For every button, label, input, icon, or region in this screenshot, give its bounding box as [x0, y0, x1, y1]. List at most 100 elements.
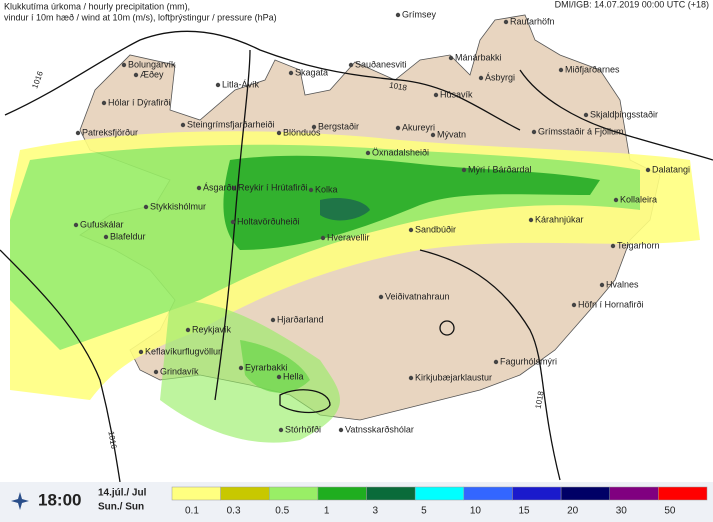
- isobar-label: 1018: [534, 390, 546, 410]
- place-dot: [230, 219, 236, 225]
- legend-label: 3: [373, 506, 379, 517]
- place-label: Húsavík: [440, 89, 473, 99]
- place-label: Vatnsskarðshólar: [345, 424, 414, 434]
- place-dot: [270, 317, 276, 323]
- legend-swatch: [560, 486, 610, 501]
- place-label: Hveravellir: [327, 232, 370, 242]
- place-label: Fagurhólsmýri: [500, 356, 557, 366]
- place-label: Steingrímsfjarðarheiði: [187, 119, 275, 129]
- place-dot: [478, 75, 484, 81]
- legend-label: 50: [664, 506, 676, 517]
- place-dot: [395, 12, 401, 18]
- place-dot: [133, 72, 139, 78]
- place-label: Miðfjarðarnes: [565, 64, 620, 74]
- place-dot: [153, 369, 159, 375]
- place-dot: [143, 204, 149, 210]
- legend-swatch: [171, 486, 221, 501]
- legend-swatch: [414, 486, 465, 501]
- place-dot: [308, 187, 314, 193]
- place-dot: [73, 222, 79, 228]
- place-dot: [395, 125, 401, 131]
- legend-swatch: [512, 486, 562, 501]
- place-label: Reykjavík: [192, 324, 232, 334]
- place-dot: [196, 185, 202, 191]
- place-dot: [365, 150, 371, 156]
- place-dot: [599, 282, 605, 288]
- place-dot: [583, 112, 589, 118]
- legend-label: 5: [421, 506, 427, 517]
- place-label: Grindavík: [160, 366, 199, 376]
- place-label: Dalatangi: [652, 164, 690, 174]
- place-label: Veiðivatnahraun: [385, 291, 450, 301]
- time: 18:00: [38, 490, 81, 509]
- credit: DMI/IGB: 14.07.2019 00:00 UTC (+18): [555, 0, 709, 9]
- place-label: Skagatá: [295, 67, 328, 77]
- legend-swatch: [463, 486, 513, 501]
- place-label: Eyrarbakki: [245, 362, 288, 372]
- place-dot: [75, 130, 81, 136]
- place-label: Holtavörðuheiði: [237, 216, 300, 226]
- place-label: Höfn í Hornafirði: [578, 299, 644, 309]
- place-dot: [348, 62, 354, 68]
- place-label: Keflavíkurflugvöllur: [145, 346, 221, 356]
- place-dot: [448, 55, 454, 61]
- legend-label: 0.3: [227, 506, 241, 517]
- legend-label: 0.5: [275, 506, 289, 517]
- place-dot: [101, 100, 107, 106]
- place-label: Blafeldur: [110, 231, 146, 241]
- legend-swatch: [658, 486, 708, 501]
- place-dot: [320, 235, 326, 241]
- legend-label: 15: [518, 506, 530, 517]
- place-label: Raufarhöfn: [510, 16, 555, 26]
- place-dot: [238, 365, 244, 371]
- legend-swatch: [220, 486, 270, 501]
- place-label: Mánárbakki: [455, 52, 502, 62]
- legend-label: 1: [324, 506, 330, 517]
- place-label: Ásgarður: [203, 182, 240, 192]
- place-label: Grímsstaðir á Fjöllum: [538, 126, 624, 136]
- place-dot: [408, 375, 414, 381]
- place-label: Mývatn: [437, 129, 466, 139]
- legend-label: 20: [567, 506, 579, 517]
- place-label: Sandbúðir: [415, 224, 456, 234]
- place-label: Litla-Ávík: [222, 79, 260, 89]
- precipitation: [10, 131, 700, 443]
- place-dot: [461, 167, 467, 173]
- place-dot: [531, 129, 537, 135]
- place-label: Ásbyrgi: [485, 72, 515, 82]
- legend-swatch: [269, 486, 319, 501]
- place-label: Mýri í Bárðardal: [468, 164, 532, 174]
- isobar-label: 1018: [389, 81, 409, 93]
- icon: [11, 492, 29, 510]
- place-label: Teigarhorn: [617, 240, 660, 250]
- legend-swatch: [609, 486, 659, 501]
- place-dot: [231, 185, 237, 191]
- place-dot: [378, 294, 384, 300]
- place-label: Hvalnes: [606, 279, 639, 289]
- legend-swatch: [317, 486, 367, 501]
- place-label: Kirkjubæjarklaustur: [415, 372, 492, 382]
- place-label: Kárahnjúkar: [535, 214, 584, 224]
- place-label: Hella: [283, 371, 304, 381]
- legend-label: 0.1: [185, 506, 199, 517]
- place-dot: [278, 427, 284, 433]
- legend-label: 30: [616, 506, 628, 517]
- place-label: Reykir í Hrútafirði: [238, 182, 308, 192]
- place-dot: [503, 19, 509, 25]
- place-dot: [288, 70, 294, 76]
- place-dot: [613, 197, 619, 203]
- place-label: Akureyri: [402, 122, 435, 132]
- place-label: Gufuskálar: [80, 219, 124, 229]
- day: Sun./ Sun: [98, 502, 144, 513]
- place-label: Hólar í Dýrafirði: [108, 97, 171, 107]
- place-dot: [185, 327, 191, 333]
- place-dot: [408, 227, 414, 233]
- place-label: Bolungarvík: [128, 59, 176, 69]
- place-label: Öxnadalsheiði: [372, 147, 429, 157]
- place-dot: [276, 130, 282, 136]
- place-dot: [338, 427, 344, 433]
- place-label: Grímsey: [402, 9, 437, 19]
- place-dot: [138, 349, 144, 355]
- place-label: Stórhöfði: [285, 424, 321, 434]
